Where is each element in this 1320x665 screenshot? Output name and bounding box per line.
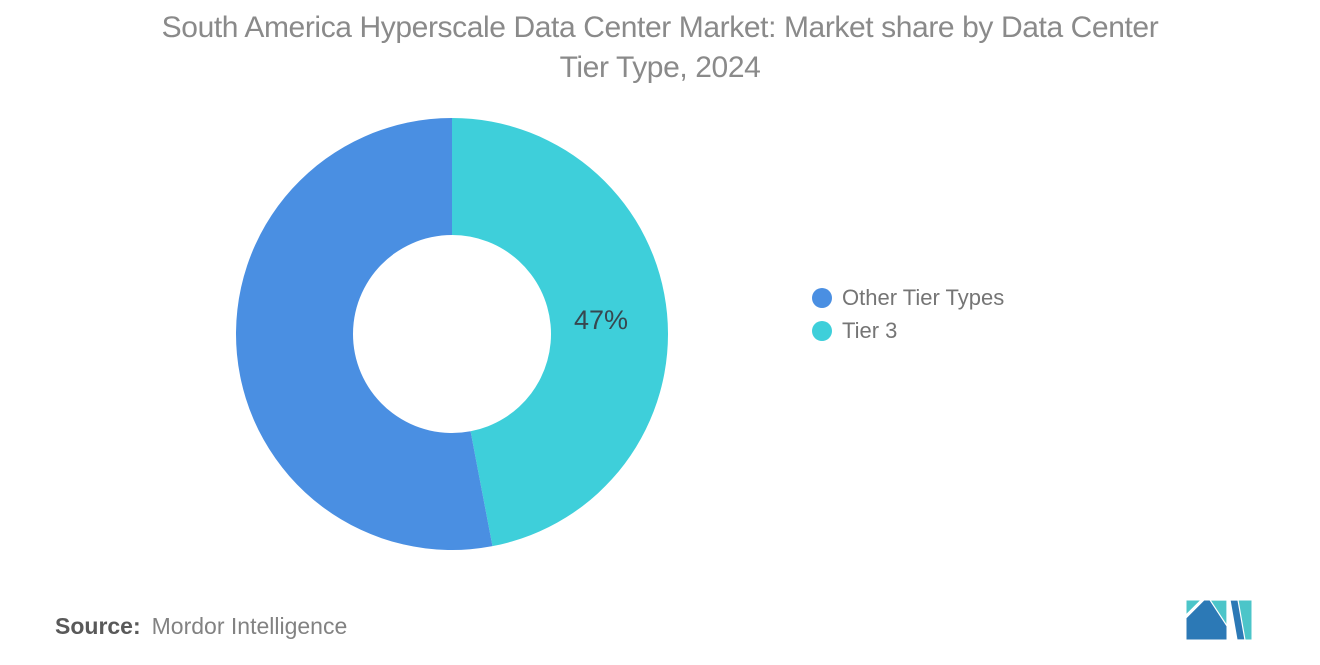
chart-title-line1: South America Hyperscale Data Center Mar… (161, 11, 1159, 44)
chart-title: South America Hyperscale Data Center Mar… (0, 8, 1320, 88)
source-label: Source: (55, 613, 141, 639)
legend-item-other-tier-types: Other Tier Types (812, 286, 1004, 310)
legend-swatch-tier-3 (812, 321, 832, 341)
source-text: Mordor Intelligence (151, 613, 348, 639)
legend-item-tier-3: Tier 3 (812, 319, 1004, 343)
legend-swatch-other-tier-types (812, 288, 832, 308)
donut-segment-tier-3 (452, 118, 668, 547)
source-line: Source: Mordor Intelligence (55, 612, 347, 640)
donut-data-label-tier-3: 47% (574, 305, 628, 335)
chart-legend: Other Tier Types Tier 3 (812, 286, 1004, 343)
legend-label-other-tier-types: Other Tier Types (842, 285, 1005, 310)
donut-chart: 47% (236, 118, 668, 550)
legend-label-tier-3: Tier 3 (842, 318, 898, 343)
mordor-intelligence-logo-icon (1186, 600, 1252, 640)
donut-segment-other-tier-types (236, 118, 493, 550)
chart-title-line2: Tier Type, 2024 (559, 51, 761, 84)
